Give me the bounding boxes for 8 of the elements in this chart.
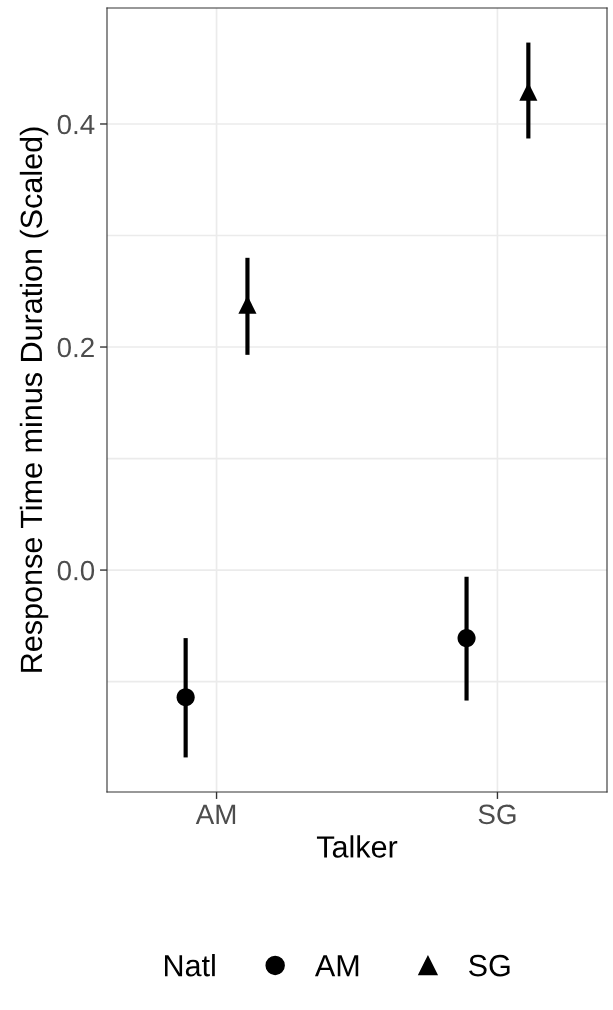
y-axis-title: Response Time minus Duration (Scaled) [19,127,49,672]
legend-label: AM [314,955,359,977]
legend-title: Natl [165,954,215,977]
y-tick-label: 0.2 [57,337,94,358]
y-tick-label: 0.4 [57,114,95,135]
x-axis-title: Talker [316,835,398,858]
y-tick-label: 0.0 [57,560,95,581]
legend-label: SG [469,954,510,977]
